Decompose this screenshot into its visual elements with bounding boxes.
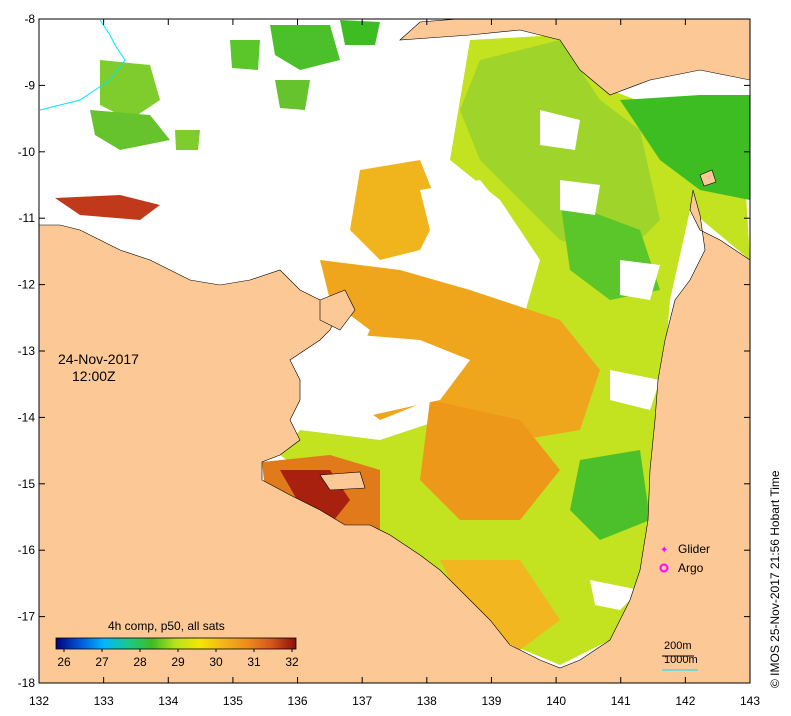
x-tick-label: 135: [223, 694, 243, 708]
land: [39, 19, 750, 683]
colorbar: [55, 637, 297, 650]
colorbar-ticks: 26 27 28 29 30 31 32: [57, 649, 299, 669]
colorbar-tick-label: 30: [209, 655, 223, 669]
colorbar-tick-label: 26: [57, 655, 71, 669]
y-tick-label: -18: [18, 676, 36, 690]
colorbar-tick-label: 27: [95, 655, 109, 669]
colorbar-tick-label: 29: [171, 655, 185, 669]
x-tick-label: 140: [546, 694, 566, 708]
contour-200m-label: 200m: [664, 640, 692, 652]
y-tick-label: -14: [18, 410, 36, 424]
y-tick-label: -13: [18, 344, 36, 358]
x-tick-label: 138: [417, 694, 437, 708]
contour-200m: [39, 19, 126, 111]
y-tick-label: -17: [18, 610, 36, 624]
y-tick-label: -9: [24, 78, 35, 92]
map-content: [39, 19, 750, 683]
x-tick-label: 141: [611, 694, 631, 708]
glider-legend-label: Glider: [678, 542, 711, 556]
x-tick-label: 139: [481, 694, 501, 708]
x-tick-label: 143: [740, 694, 760, 708]
imos-credit: © IMOS 25-Nov-2017 21:56 Hobart Time: [768, 470, 782, 688]
y-tick-label: -15: [18, 477, 36, 491]
x-tick-label: 133: [94, 694, 114, 708]
y-tick-label: -10: [18, 145, 36, 159]
argo-legend-label: Argo: [678, 561, 704, 575]
contour-1000m-label: 1000m: [664, 654, 698, 666]
colorbar-tick-label: 32: [285, 655, 299, 669]
x-tick-label: 132: [29, 694, 49, 708]
y-axis: -8 -9 -10 -11 -12 -13 -14 -15 -16 -17 -18: [18, 12, 750, 690]
x-tick-label: 134: [158, 694, 178, 708]
x-tick-label: 136: [288, 694, 308, 708]
argo-marker-icon: [659, 563, 669, 573]
colorbar-title: 4h comp, p50, all sats: [108, 619, 225, 633]
x-tick-label: 137: [352, 694, 372, 708]
glider-marker-icon: ✦: [660, 545, 668, 556]
colorbar-tick-label: 28: [133, 655, 147, 669]
y-tick-label: -12: [18, 278, 36, 292]
y-tick-label: -11: [19, 211, 36, 225]
colorbar-tick-label: 31: [247, 655, 261, 669]
y-tick-label: -16: [18, 543, 36, 557]
time-label: 12:00Z: [72, 368, 116, 384]
date-label: 24-Nov-2017: [58, 351, 139, 367]
x-axis: 132 133 134 135 136 137 138 139 140 141 142 143: [29, 19, 760, 708]
y-tick-label: -8: [24, 12, 35, 26]
x-tick-label: 142: [675, 694, 695, 708]
sst-field: [55, 20, 750, 665]
